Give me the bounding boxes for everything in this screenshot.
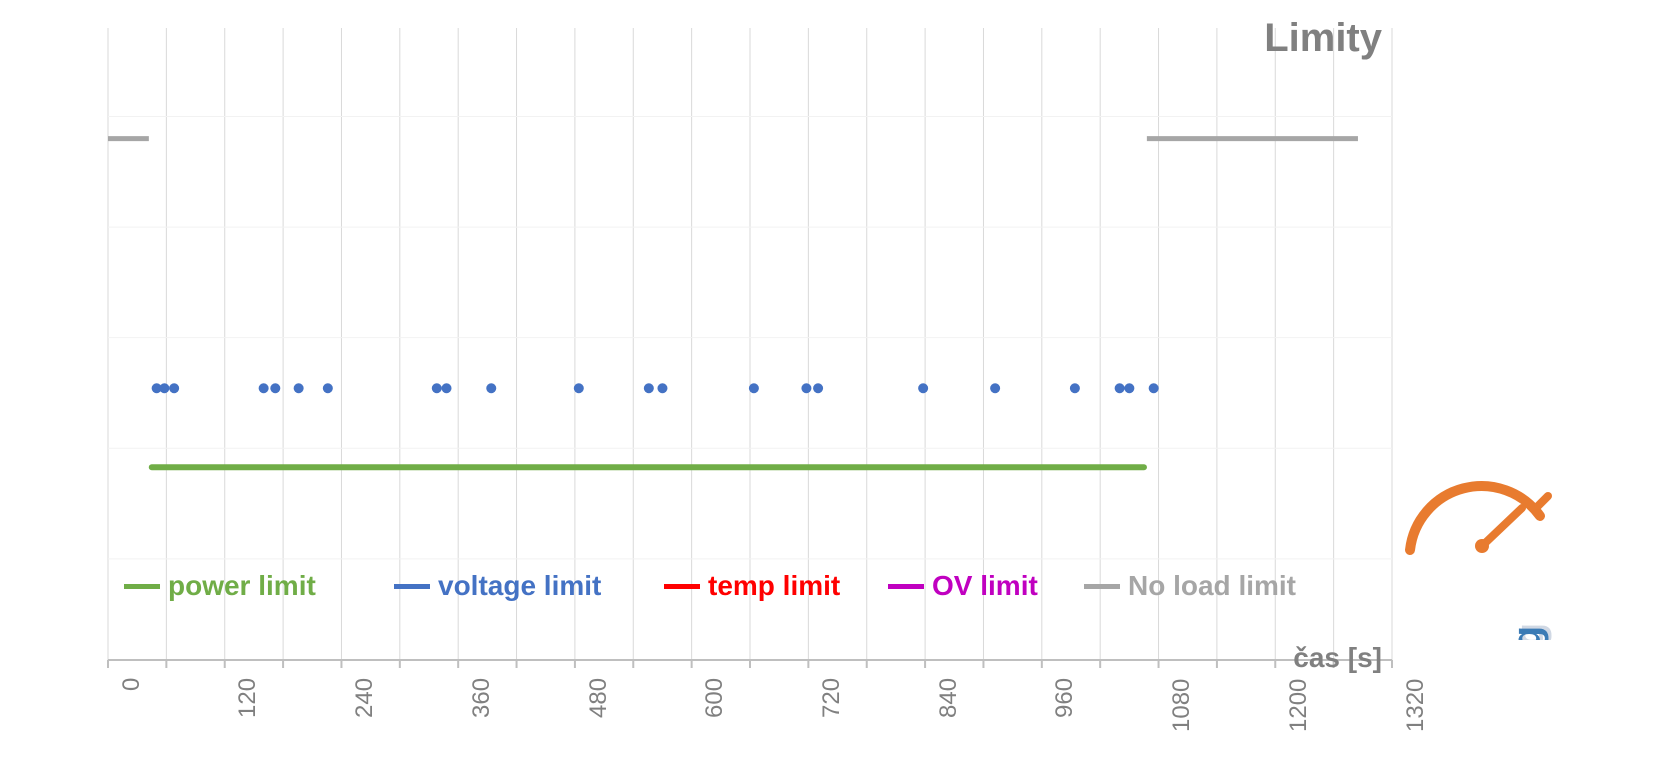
legend-voltage-limit: voltage limit <box>394 570 601 602</box>
svg-text:tuning: tuning <box>1505 626 1549 640</box>
chart-container: { "chart": { "type": "line-scatter", "ti… <box>0 0 1657 772</box>
pctuning-logo: tuningtuningpc <box>1370 340 1570 640</box>
legend-swatch <box>124 584 160 589</box>
legend-label: voltage limit <box>438 570 601 602</box>
legend-label: No load limit <box>1128 570 1296 602</box>
x-tick-label: 840 <box>935 678 963 718</box>
x-tick-label: 120 <box>234 678 262 718</box>
legend-temp-limit: temp limit <box>664 570 840 602</box>
legend-label: OV limit <box>932 570 1038 602</box>
legend-ov-limit: OV limit <box>888 570 1038 602</box>
legend-label: power limit <box>168 570 316 602</box>
x-tick-label: 480 <box>585 678 613 718</box>
legend-swatch <box>1084 584 1120 589</box>
chart-title: Limity <box>1264 16 1382 61</box>
x-tick-label: 600 <box>701 678 729 718</box>
legend-swatch <box>888 584 924 589</box>
x-tick-label: 360 <box>468 678 496 718</box>
legend-swatch <box>664 584 700 589</box>
x-tick-label: 0 <box>118 678 146 691</box>
legend-no-load-limit: No load limit <box>1084 570 1296 602</box>
x-tick-label: 1200 <box>1285 678 1313 731</box>
x-tick-label: 960 <box>1051 678 1079 718</box>
x-axis-label: čas [s] <box>1293 642 1382 674</box>
x-tick-label: 240 <box>351 678 379 718</box>
legend-power-limit: power limit <box>124 570 316 602</box>
x-tick-label: 1320 <box>1402 678 1430 731</box>
legend-swatch <box>394 584 430 589</box>
x-tick-label: 720 <box>818 678 846 718</box>
legend-label: temp limit <box>708 570 840 602</box>
x-tick-label: 1080 <box>1168 678 1196 731</box>
